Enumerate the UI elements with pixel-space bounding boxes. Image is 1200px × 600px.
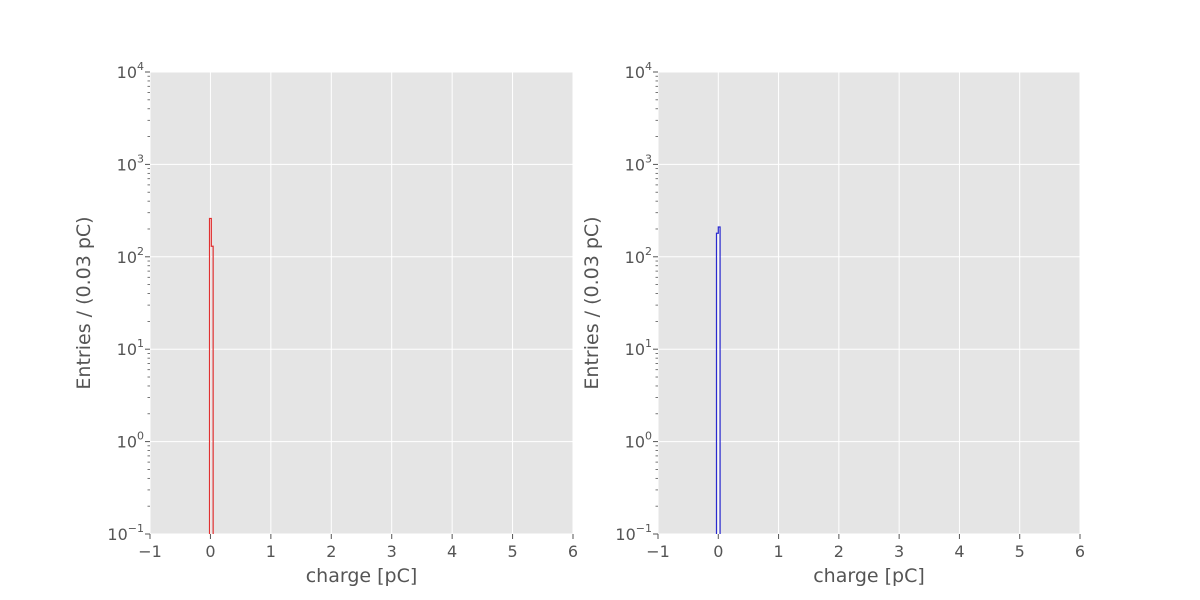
x-tick-label: 5 — [1015, 542, 1025, 561]
y-tick-label: 100 — [117, 430, 144, 452]
y-tick-label: 104 — [117, 60, 144, 82]
y-axis-label: Entries / (0.03 pC) — [73, 216, 95, 389]
histogram-outline — [715, 226, 721, 534]
x-tick-label: 0 — [713, 542, 723, 561]
x-axis-label: charge [pC] — [306, 565, 418, 587]
x-tick-label: 0 — [205, 542, 215, 561]
x-tick-label: 6 — [568, 542, 578, 561]
x-tick-label: 3 — [387, 542, 397, 561]
x-tick-label: 4 — [447, 542, 457, 561]
y-tick-label: 103 — [625, 152, 652, 174]
x-tick-label: −1 — [138, 542, 162, 561]
plot-area — [658, 72, 1080, 534]
plot-area — [150, 72, 573, 534]
x-tick-label: 5 — [507, 542, 517, 561]
x-tick-label: 4 — [954, 542, 964, 561]
y-tick-label: 101 — [117, 337, 144, 359]
y-tick-label: 10−1 — [107, 522, 144, 544]
y-tick-label: 100 — [625, 430, 652, 452]
y-tick-label: 102 — [117, 245, 144, 267]
y-tick-label: 102 — [625, 245, 652, 267]
x-tick-label: −1 — [646, 542, 670, 561]
y-axis-label: Entries / (0.03 pC) — [581, 216, 603, 389]
y-tick-label: 104 — [625, 60, 652, 82]
subplot-1: −1 0 1 2 3 4 5 6 10−1 100 101 102 103 104 charge [pC] E… — [73, 60, 578, 587]
x-tick-label: 2 — [834, 542, 844, 561]
x-axis-label: charge [pC] — [813, 565, 925, 587]
x-tick-label: 1 — [773, 542, 783, 561]
subplot-2: −1 0 1 2 3 4 5 6 10−1 100 101 102 103 104 charge [pC] E… — [581, 60, 1085, 587]
y-tick-label: 103 — [117, 152, 144, 174]
x-tick-label: 2 — [326, 542, 336, 561]
x-tick-label: 3 — [894, 542, 904, 561]
y-tick-label: 101 — [625, 337, 652, 359]
y-tick-label: 10−1 — [615, 522, 652, 544]
histogram-outline — [208, 217, 214, 534]
x-tick-label: 6 — [1075, 542, 1085, 561]
x-tick-label: 1 — [266, 542, 276, 561]
